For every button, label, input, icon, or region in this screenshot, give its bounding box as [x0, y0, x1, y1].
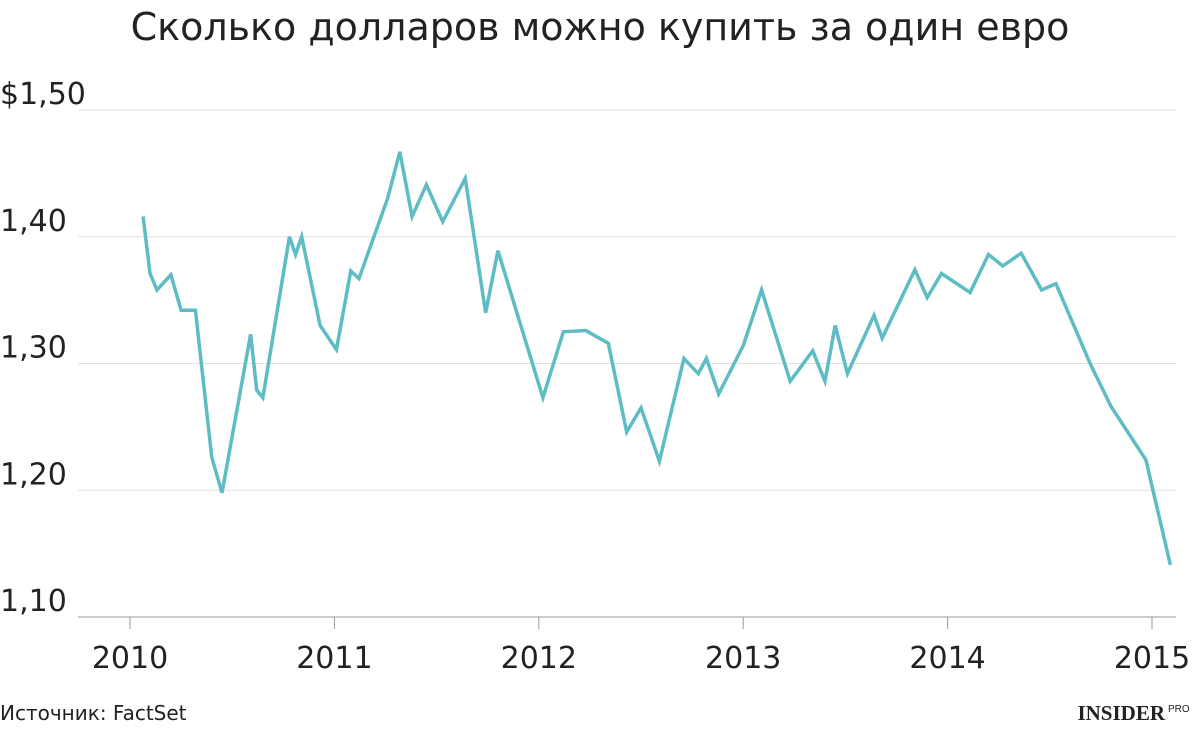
chart-title: Сколько долларов можно купить за один ев…	[131, 5, 1070, 49]
brand-suffix: PRO	[1168, 704, 1190, 715]
y-tick-label: 1,10	[0, 584, 67, 619]
x-tick-label: 2012	[501, 641, 577, 676]
y-tick-label: 1,30	[0, 331, 67, 366]
source: Источник: FactSet	[0, 701, 187, 725]
y-tick-label: 1,40	[0, 204, 67, 239]
x-tick-label: 2015	[1114, 641, 1190, 676]
x-tick-label: 2014	[909, 641, 985, 676]
brand: INSIDER	[1077, 701, 1165, 725]
x-tick-label: 2011	[296, 641, 372, 676]
y-tick-label: 1,20	[0, 457, 67, 492]
data-line	[141, 151, 1173, 566]
y-tick-label: $1,50	[0, 77, 86, 112]
x-tick-label: 2013	[705, 641, 781, 676]
x-tick-label: 2010	[92, 641, 168, 676]
